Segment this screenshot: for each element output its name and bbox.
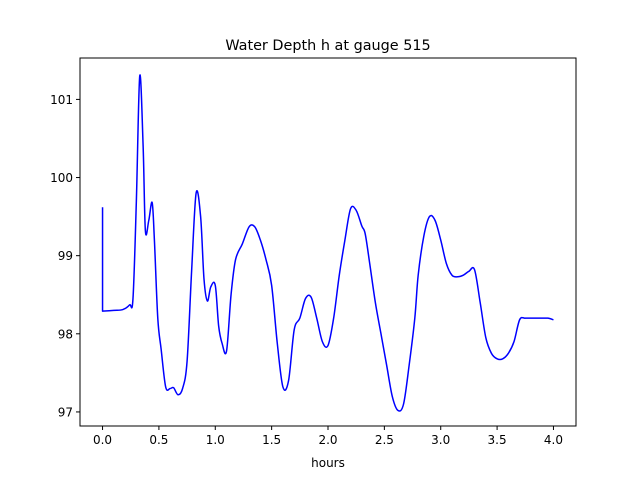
axes-frame: [79, 57, 577, 427]
x-tick-label: 3.0: [431, 433, 450, 447]
x-tick-label: 2.0: [318, 433, 337, 447]
x-tick-label: 0.5: [149, 433, 168, 447]
x-tick-label: 2.5: [375, 433, 394, 447]
x-axis-label: hours: [311, 456, 345, 470]
x-axis-ticks: 0.0 0.5 1.0 1.5 2.0 2.5 3.0 3.5 4.0: [93, 426, 563, 447]
x-tick-label: 1.0: [206, 433, 225, 447]
x-tick-label: 3.5: [488, 433, 507, 447]
y-tick-label: 98: [58, 327, 73, 341]
chart-title: Water Depth h at gauge 515: [225, 38, 430, 54]
x-tick-label: 4.0: [544, 433, 563, 447]
y-tick-label: 97: [58, 405, 73, 419]
series-line: [101, 74, 554, 412]
x-tick-label: 1.5: [262, 433, 281, 447]
y-tick-label: 100: [50, 171, 73, 185]
plot-area: [101, 74, 554, 412]
y-tick-label: 101: [50, 93, 73, 107]
y-axis-ticks: 97 98 99 100 101: [50, 93, 80, 419]
x-tick-label: 0.0: [93, 433, 112, 447]
y-tick-label: 99: [58, 249, 73, 263]
